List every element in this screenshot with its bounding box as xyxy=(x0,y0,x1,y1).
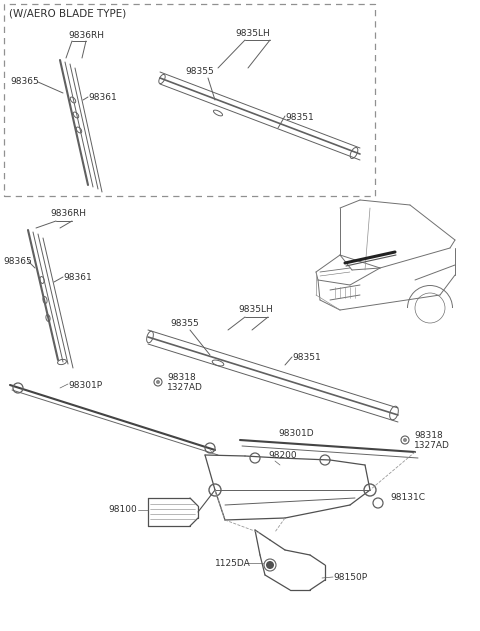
Text: 98301P: 98301P xyxy=(68,380,102,389)
Ellipse shape xyxy=(159,74,165,83)
Ellipse shape xyxy=(390,406,398,420)
Ellipse shape xyxy=(70,97,76,103)
Ellipse shape xyxy=(40,276,44,283)
Text: 98365: 98365 xyxy=(3,256,32,266)
Ellipse shape xyxy=(212,360,224,366)
Text: 98365: 98365 xyxy=(10,78,39,86)
Text: 1327AD: 1327AD xyxy=(414,440,450,449)
Text: 98351: 98351 xyxy=(285,114,314,122)
Ellipse shape xyxy=(350,148,358,158)
Circle shape xyxy=(156,380,160,384)
Circle shape xyxy=(403,438,407,442)
Ellipse shape xyxy=(73,112,79,118)
Text: 98100: 98100 xyxy=(108,505,137,514)
Text: 98131C: 98131C xyxy=(390,493,425,502)
Text: 98301D: 98301D xyxy=(278,430,313,439)
Text: 9836RH: 9836RH xyxy=(68,30,104,40)
Ellipse shape xyxy=(43,297,47,304)
Text: 98355: 98355 xyxy=(185,68,214,76)
Text: 1125DA: 1125DA xyxy=(215,558,251,567)
Text: 9836RH: 9836RH xyxy=(50,209,86,218)
Text: 98361: 98361 xyxy=(88,93,117,102)
Text: 98318: 98318 xyxy=(414,430,443,440)
Text: 98361: 98361 xyxy=(63,273,92,283)
Text: 9835LH: 9835LH xyxy=(238,305,273,314)
Ellipse shape xyxy=(46,314,50,321)
Text: 98355: 98355 xyxy=(170,319,199,327)
Bar xyxy=(4,4,375,196)
Text: 98318: 98318 xyxy=(167,374,196,382)
Ellipse shape xyxy=(214,110,223,116)
Ellipse shape xyxy=(58,360,66,365)
Ellipse shape xyxy=(146,331,154,343)
Ellipse shape xyxy=(76,127,82,133)
Text: 9835LH: 9835LH xyxy=(235,28,270,37)
Text: 98351: 98351 xyxy=(292,353,321,362)
Text: 98200: 98200 xyxy=(268,451,297,459)
Text: (W/AERO BLADE TYPE): (W/AERO BLADE TYPE) xyxy=(9,9,126,19)
Text: 98150P: 98150P xyxy=(333,574,367,582)
Text: 1327AD: 1327AD xyxy=(167,384,203,392)
Circle shape xyxy=(266,561,274,569)
